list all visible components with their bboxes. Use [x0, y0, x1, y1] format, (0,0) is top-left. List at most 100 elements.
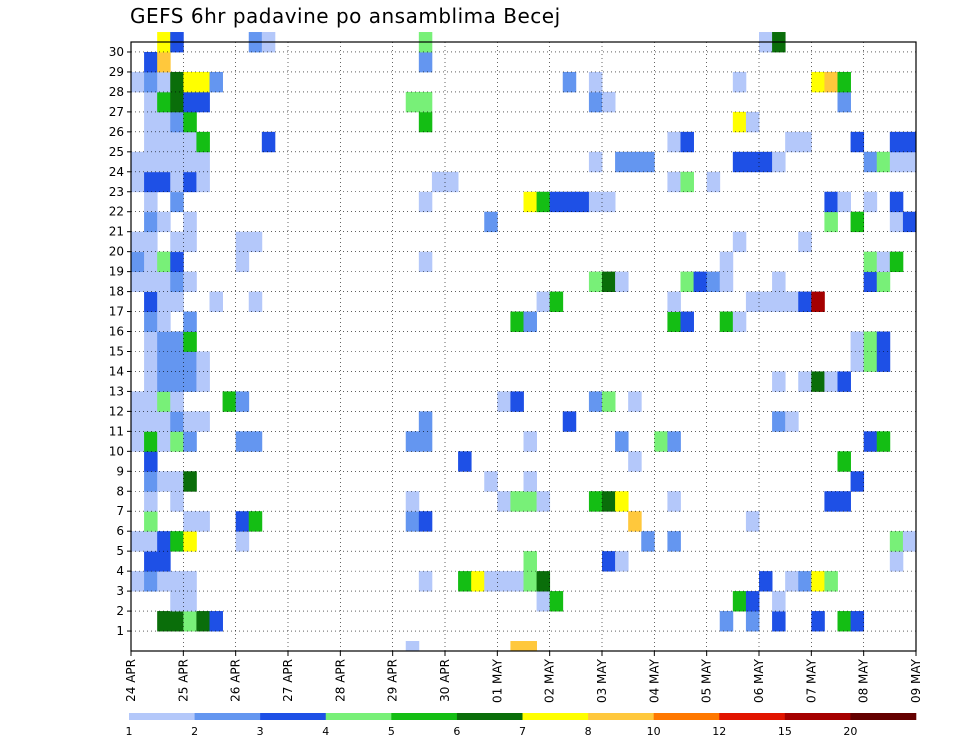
heatmap-cell	[772, 291, 786, 312]
heatmap-cell	[562, 411, 577, 432]
heatmap-cell	[510, 641, 524, 652]
y-tick-label: 18	[109, 285, 124, 299]
heatmap-cell	[170, 391, 184, 412]
heatmap-cell	[798, 571, 812, 592]
heatmap-cell	[131, 71, 145, 93]
heatmap-cell	[863, 151, 878, 173]
heatmap-cell	[863, 191, 878, 213]
legend-swatch	[588, 713, 654, 720]
heatmap-cell	[837, 451, 851, 472]
heatmap-cell	[876, 351, 891, 372]
heatmap-cell	[889, 251, 904, 273]
x-tick-label: 04 MAY	[647, 658, 661, 703]
heatmap-cell	[170, 611, 184, 632]
legend-swatch	[391, 713, 458, 720]
heatmap-cell	[471, 571, 485, 592]
heatmap-cell	[745, 151, 760, 173]
heatmap-cell	[144, 91, 158, 113]
heatmap-cell	[170, 291, 184, 312]
heatmap-cell	[588, 91, 603, 113]
heatmap-cell	[615, 491, 629, 512]
heatmap-cell	[405, 431, 420, 452]
heatmap-cell	[785, 291, 799, 312]
heatmap-cell	[732, 71, 747, 93]
y-tick-label: 25	[109, 145, 124, 159]
legend-swatch	[129, 713, 195, 720]
heatmap-cell	[144, 71, 158, 93]
heatmap-cell	[405, 91, 420, 113]
heatmap-cell	[615, 551, 629, 572]
heatmap-cell	[196, 611, 210, 632]
heatmap-cell	[196, 131, 210, 153]
heatmap-cell	[418, 191, 433, 213]
heatmap-cell	[196, 171, 210, 193]
heatmap-cell	[588, 71, 603, 93]
heatmap-cell	[183, 471, 197, 492]
legend-label: 10	[647, 725, 661, 738]
heatmap-cell	[523, 471, 537, 492]
y-tick-label: 11	[109, 424, 124, 438]
heatmap-cell	[641, 151, 655, 173]
heatmap-cell	[170, 191, 184, 213]
heatmap-cell	[811, 291, 825, 312]
heatmap-cell	[719, 611, 734, 632]
legend-label: 20	[843, 725, 857, 738]
heatmap-cell	[157, 111, 171, 133]
x-tick-label: 06 MAY	[752, 658, 766, 703]
heatmap-cell	[732, 151, 747, 173]
heatmap-cell	[144, 531, 158, 552]
heatmap-cell	[536, 191, 551, 213]
heatmap-cell	[837, 71, 851, 93]
heatmap-cell	[418, 111, 433, 133]
heatmap-cell	[157, 391, 171, 412]
heatmap-cell	[667, 491, 681, 512]
x-tick-label: 07 MAY	[804, 658, 818, 703]
heatmap-cell	[889, 151, 904, 173]
heatmap-cell	[183, 131, 197, 153]
heatmap-cell	[772, 371, 786, 392]
heatmap-cell	[523, 491, 537, 512]
heatmap-cell	[235, 511, 250, 532]
x-tick-label: 30 APR	[438, 659, 452, 702]
heatmap-cell	[144, 451, 158, 472]
heatmap-cell	[157, 311, 171, 332]
heatmap-cell	[772, 411, 786, 432]
heatmap-cell	[183, 71, 197, 93]
heatmap-cell	[144, 51, 158, 73]
heatmap-cell	[196, 351, 210, 372]
heatmap-cell	[405, 491, 420, 512]
heatmap-cell	[863, 271, 878, 292]
heatmap-cell	[902, 131, 917, 153]
x-tick-label: 28 APR	[333, 659, 347, 702]
legend-label: 4	[322, 725, 329, 738]
heatmap-cell	[837, 91, 851, 113]
heatmap-cell	[144, 471, 158, 492]
heatmap-cell	[209, 71, 223, 93]
heatmap-cell	[641, 531, 655, 552]
heatmap-cell	[889, 531, 904, 552]
y-tick-label: 24	[109, 165, 124, 179]
heatmap-cell	[536, 571, 551, 592]
heatmap-cell	[170, 151, 184, 173]
heatmap-cell	[588, 151, 603, 173]
heatmap-cell	[745, 611, 760, 632]
heatmap-cell	[667, 131, 681, 153]
heatmap-cell	[144, 571, 158, 592]
legend-swatch	[456, 713, 523, 720]
heatmap-cell	[157, 211, 171, 233]
heatmap-cell	[458, 451, 472, 472]
heatmap-cell	[222, 391, 237, 412]
heatmap-cell	[549, 291, 564, 312]
heatmap-cell	[183, 531, 197, 552]
heatmap-cell	[549, 591, 564, 612]
heatmap-cell	[876, 331, 891, 352]
x-tick-label: 05 MAY	[700, 658, 714, 703]
heatmap-cell	[144, 231, 158, 253]
heatmap-cell	[183, 431, 197, 452]
legend-label: 1	[126, 725, 133, 738]
y-tick-label: 4	[116, 564, 124, 578]
y-tick-label: 10	[109, 444, 124, 458]
heatmap-cell	[850, 131, 865, 153]
heatmap-cell	[170, 571, 184, 592]
x-tick-label: 24 APR	[124, 659, 138, 702]
